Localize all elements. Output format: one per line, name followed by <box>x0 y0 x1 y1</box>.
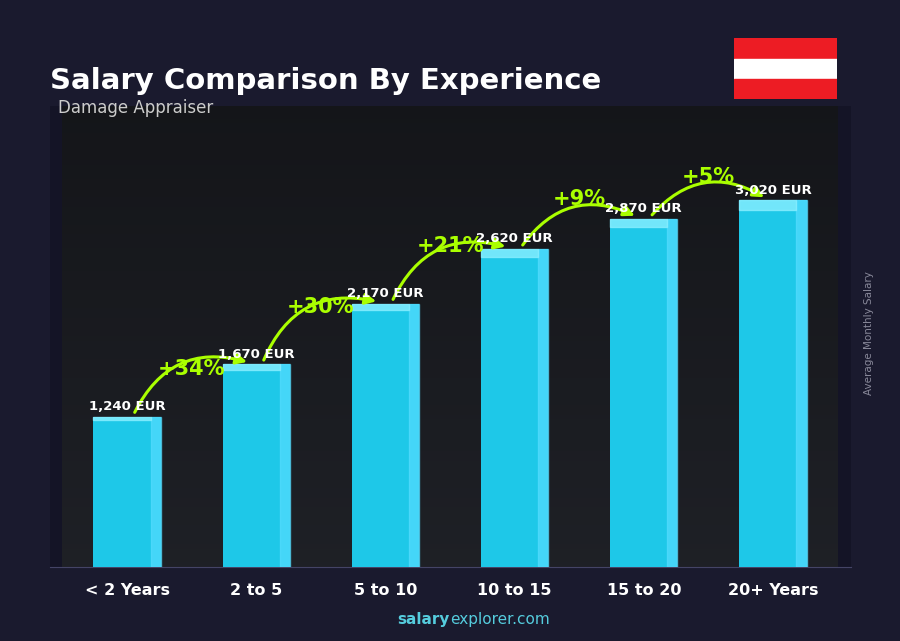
Text: explorer.com: explorer.com <box>450 612 550 627</box>
Text: 3,020 EUR: 3,020 EUR <box>734 184 812 197</box>
Bar <box>409 304 419 567</box>
Bar <box>610 219 678 567</box>
Bar <box>740 201 796 210</box>
Bar <box>481 249 548 567</box>
Text: +5%: +5% <box>682 167 735 187</box>
Bar <box>481 249 538 257</box>
Bar <box>94 417 150 420</box>
Bar <box>734 79 837 99</box>
Text: 1,670 EUR: 1,670 EUR <box>218 348 294 361</box>
Text: salary: salary <box>398 612 450 627</box>
Text: 2,170 EUR: 2,170 EUR <box>347 287 424 300</box>
Text: +30%: +30% <box>287 297 355 317</box>
Text: 2,870 EUR: 2,870 EUR <box>606 202 682 215</box>
Bar <box>740 201 806 567</box>
Text: Average Monthly Salary: Average Monthly Salary <box>863 271 874 395</box>
Text: +9%: +9% <box>553 189 606 209</box>
Bar <box>352 304 419 567</box>
Bar <box>352 304 409 310</box>
Bar <box>150 417 160 567</box>
Text: Salary Comparison By Experience: Salary Comparison By Experience <box>50 67 601 95</box>
Text: Damage Appraiser: Damage Appraiser <box>58 99 214 117</box>
Bar <box>222 365 280 369</box>
Bar <box>667 219 678 567</box>
Text: 2,620 EUR: 2,620 EUR <box>476 233 553 246</box>
Text: +21%: +21% <box>417 237 484 256</box>
Bar <box>222 365 290 567</box>
Text: 1,240 EUR: 1,240 EUR <box>89 400 166 413</box>
Text: +34%: +34% <box>158 359 225 379</box>
Bar <box>280 365 290 567</box>
Bar <box>796 201 806 567</box>
Bar <box>734 59 837 79</box>
Bar <box>94 417 160 567</box>
Bar <box>734 38 837 59</box>
Bar <box>610 219 667 228</box>
Bar <box>538 249 548 567</box>
